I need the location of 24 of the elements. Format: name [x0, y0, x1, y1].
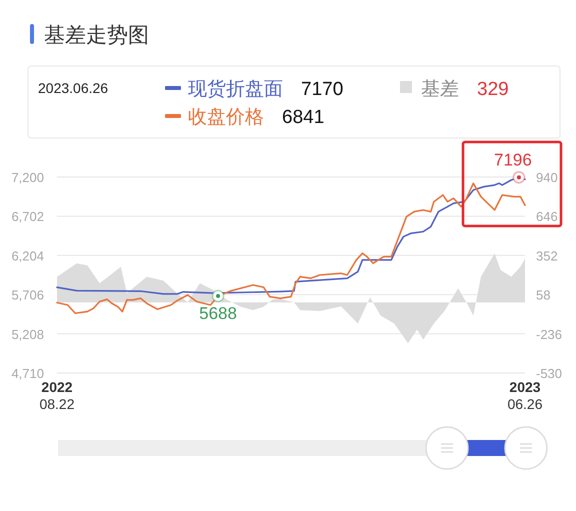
y-tick-label: 6,204 — [11, 248, 44, 264]
x-tick-label: 2022 08.22 — [39, 379, 75, 412]
y2-tick-label: -530 — [536, 366, 562, 381]
legend-label: 收盘价格 — [188, 107, 264, 128]
annotation: 7196 — [494, 150, 532, 170]
annotation: 5688 — [199, 304, 237, 324]
y-tick-label: 6,702 — [11, 209, 44, 224]
y2-tick-label: 940 — [536, 170, 558, 185]
y-tick-label: 7,200 — [11, 170, 44, 185]
legend-label: 现货折盘面 — [188, 79, 283, 100]
y-tick-label: 5,706 — [11, 288, 44, 303]
legend-label: 基差 — [421, 79, 459, 100]
chart-title: 基差走势图 — [44, 24, 149, 47]
y2-tick-label: -236 — [536, 326, 562, 342]
text: 7170 — [301, 79, 344, 100]
text: 2023.06.26 — [38, 80, 108, 96]
x-tick-label: 2023 06.26 — [507, 379, 543, 412]
y-tick-label: 4,710 — [11, 366, 44, 381]
y2-tick-label: 646 — [536, 209, 558, 224]
y-tick-label: 5,208 — [11, 326, 44, 342]
y2-tick-label: 352 — [536, 248, 558, 264]
text: 329 — [477, 79, 509, 100]
text: 6841 — [282, 107, 324, 128]
y2-tick-label: 58 — [536, 288, 550, 303]
